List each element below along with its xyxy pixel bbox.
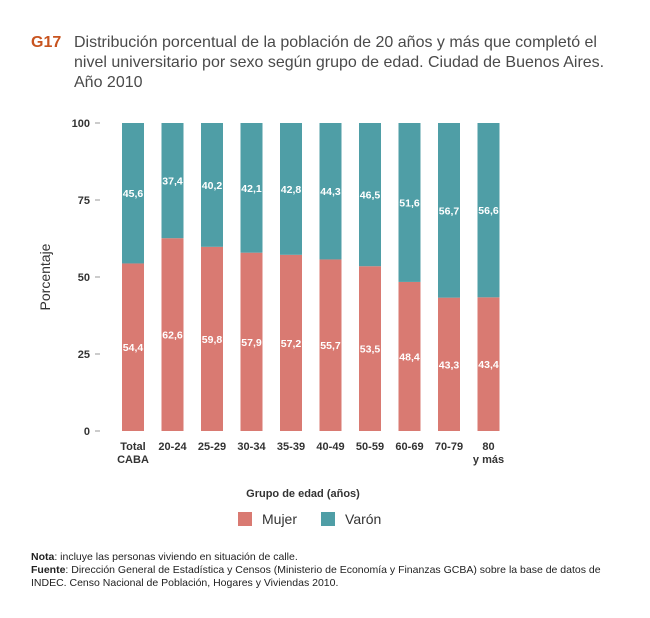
bar-varon: [398, 123, 421, 282]
data-label-varon: 56,7: [439, 205, 460, 217]
bar-mujer: [201, 246, 223, 431]
bar-varon: [438, 123, 460, 298]
note-label: Nota: [31, 551, 55, 563]
chart-notes: Nota: incluye las personas viviendo en s…: [31, 551, 631, 590]
data-label-mujer: 62,6: [162, 330, 183, 342]
legend-item-mujer: Mujer: [238, 511, 297, 527]
legend-label-mujer: Mujer: [262, 511, 298, 527]
data-label-mujer: 43,4: [478, 359, 499, 371]
data-label-mujer: 54,4: [123, 342, 144, 354]
source-label: Fuente: [31, 564, 66, 576]
bar-mujer: [438, 297, 460, 431]
source-text: : Dirección General de Estadística y Cen…: [31, 564, 601, 589]
bar-varon: [201, 123, 223, 247]
x-tick-label: 20-24: [158, 441, 187, 453]
data-label-mujer: 57,2: [281, 338, 302, 350]
x-tick-label: 70-79: [435, 441, 463, 453]
bar-varon: [477, 123, 500, 298]
x-tick-label: CABA: [117, 454, 149, 466]
y-tick-label: 50: [78, 272, 90, 284]
x-axis-label: Grupo de edad (años): [246, 488, 360, 500]
x-tick-label: 80: [482, 441, 494, 453]
note-line: Nota: incluye las personas viviendo en s…: [31, 551, 631, 564]
data-label-varon: 42,8: [281, 184, 302, 196]
data-label-varon: 46,5: [360, 190, 381, 202]
chart-legend: Mujer Varón: [238, 511, 405, 527]
bar-mujer: [280, 254, 302, 431]
data-label-mujer: 43,3: [439, 359, 460, 371]
bar-mujer: [477, 297, 500, 431]
y-axis-label: Porcentaje: [37, 243, 53, 310]
legend-swatch-varon: [321, 512, 336, 526]
legend-swatch-mujer: [238, 512, 252, 526]
chart-title: Distribución porcentual de la población …: [74, 34, 605, 91]
bar-mujer: [359, 266, 381, 431]
data-label-varon: 56,6: [478, 205, 499, 217]
legend-item-varon: Varón: [321, 511, 381, 527]
x-tick-label: y más: [473, 454, 504, 466]
data-label-varon: 45,6: [123, 188, 144, 200]
y-tick-label: 100: [72, 118, 90, 130]
data-label-varon: 51,6: [399, 197, 420, 209]
data-label-mujer: 53,5: [360, 344, 381, 356]
bar-mujer: [240, 252, 263, 431]
x-tick-label: 40-49: [316, 441, 344, 453]
bar-varon: [122, 123, 144, 264]
data-label-varon: 37,4: [162, 176, 183, 188]
data-label-varon: 44,3: [320, 186, 341, 198]
data-label-varon: 40,2: [202, 180, 223, 192]
source-line: Fuente: Dirección General de Estadística…: [31, 564, 631, 590]
x-tick-label: 35-39: [277, 441, 305, 453]
x-tick-label: 60-69: [395, 441, 423, 453]
bar-varon: [359, 123, 381, 267]
bar-varon: [319, 123, 342, 260]
y-tick-label: 75: [78, 195, 90, 207]
bar-varon: [161, 123, 184, 239]
x-tick-label: 25-29: [198, 441, 226, 453]
bar-mujer: [319, 259, 342, 431]
y-tick-label: 25: [78, 349, 90, 361]
bar-mujer: [161, 238, 184, 431]
bar-mujer: [122, 263, 144, 431]
chart-code: G17: [31, 34, 62, 51]
data-label-mujer: 55,7: [320, 340, 341, 352]
x-tick-label: Total: [120, 441, 145, 453]
data-label-varon: 42,1: [241, 183, 262, 195]
note-text: : incluye las personas viviendo en situa…: [54, 551, 298, 563]
y-tick-label: 0: [84, 426, 90, 438]
legend-label-varon: Varón: [345, 511, 382, 527]
bar-mujer: [398, 281, 421, 431]
bar-varon: [280, 123, 302, 255]
x-tick-label: 30-34: [237, 441, 266, 453]
data-label-mujer: 59,8: [202, 334, 223, 346]
data-label-mujer: 48,4: [399, 351, 420, 363]
x-tick-label: 50-59: [356, 441, 384, 453]
bar-varon: [240, 123, 263, 253]
data-label-mujer: 57,9: [241, 337, 262, 349]
